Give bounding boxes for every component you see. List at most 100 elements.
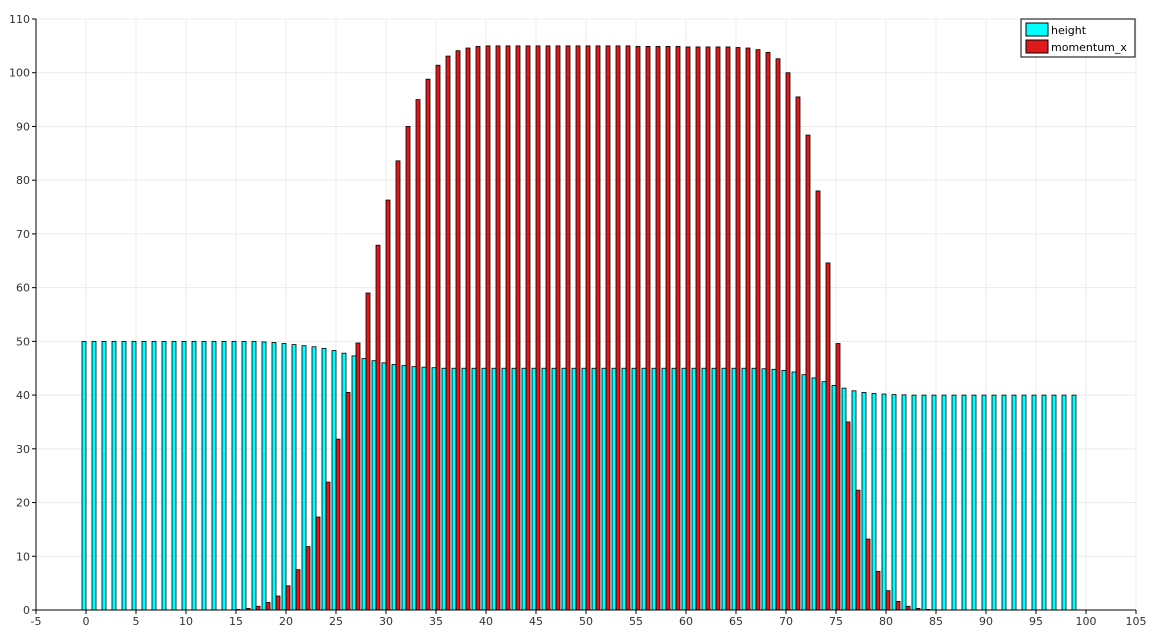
bar-height xyxy=(261,341,267,611)
bar-height xyxy=(621,367,627,611)
y-tick-label: 70 xyxy=(16,228,30,241)
bar-momentum-x xyxy=(275,595,281,611)
x-tick-label: 85 xyxy=(929,615,943,628)
x-tick-label: 60 xyxy=(679,615,693,628)
bar-momentum-x xyxy=(635,46,641,611)
bar-height xyxy=(971,394,977,611)
bar-height xyxy=(481,367,487,611)
bar-height xyxy=(451,367,457,611)
bar-momentum-x xyxy=(845,421,851,611)
bar-height xyxy=(951,394,957,611)
bar-momentum-x xyxy=(525,45,531,611)
x-tick-label: 90 xyxy=(979,615,993,628)
bar-momentum-x xyxy=(855,489,861,611)
bar-height xyxy=(331,350,337,611)
bar-height xyxy=(421,366,427,611)
bar-height xyxy=(341,352,347,611)
bar-momentum-x xyxy=(825,262,831,611)
bar-momentum-x xyxy=(445,55,451,611)
bar-height xyxy=(181,340,187,611)
y-tick-label: 110 xyxy=(9,13,30,26)
bar-height xyxy=(871,393,877,611)
bar-momentum-x xyxy=(455,50,461,611)
bar-height xyxy=(881,393,887,611)
bar-momentum-x xyxy=(615,45,621,611)
bar-height xyxy=(501,367,507,611)
y-tick-label: 20 xyxy=(16,497,30,510)
bar-height xyxy=(411,366,417,611)
bar-height xyxy=(1031,394,1037,611)
bar-momentum-x xyxy=(325,481,331,611)
bar-momentum-x xyxy=(565,45,571,611)
bar-height xyxy=(641,367,647,611)
bar-height xyxy=(981,394,987,611)
bar-momentum-x xyxy=(555,45,561,611)
y-tick-label: 10 xyxy=(16,550,30,563)
x-tick-label: 75 xyxy=(829,615,843,628)
bar-momentum-x xyxy=(755,49,761,611)
y-tick-label: 100 xyxy=(9,67,30,80)
bar-height xyxy=(121,340,127,611)
y-tick-label: 80 xyxy=(16,174,30,187)
bar-height xyxy=(551,367,557,611)
bar-height xyxy=(491,367,497,611)
x-tick-label: 20 xyxy=(279,615,293,628)
bar-height xyxy=(831,385,837,611)
bar-height xyxy=(711,367,717,611)
bar-height xyxy=(171,340,177,611)
x-tick-label: 35 xyxy=(429,615,443,628)
bar-momentum-x xyxy=(485,45,491,611)
bar-height xyxy=(511,367,517,611)
bar-height xyxy=(1041,394,1047,611)
bar-momentum-x xyxy=(655,46,661,611)
bar-momentum-x xyxy=(625,45,631,611)
bar-height xyxy=(361,358,367,611)
bar-height xyxy=(681,367,687,611)
bar-height xyxy=(851,390,857,611)
legend-label-momentum-x: momentum_x xyxy=(1051,41,1127,54)
bar-height xyxy=(431,367,437,611)
bar-height xyxy=(401,365,407,611)
bar-height xyxy=(631,367,637,611)
bar-momentum-x xyxy=(285,585,291,611)
bar-height xyxy=(581,367,587,611)
x-tick-label: 0 xyxy=(83,615,90,628)
bar-momentum-x xyxy=(715,46,721,611)
bar-height xyxy=(731,367,737,611)
axes: -5 0 5 10 15 20 25 30 35 40 45 50 55 60 65 70 75 80 85 90 95… xyxy=(9,13,1147,628)
bar-momentum-x xyxy=(785,72,791,611)
bar-height xyxy=(561,367,567,611)
x-tick-label: 10 xyxy=(179,615,193,628)
bar-height xyxy=(1001,394,1007,611)
bar-momentum-x xyxy=(815,190,821,611)
bar-momentum-x xyxy=(675,46,681,611)
bar-momentum-x xyxy=(885,590,891,611)
bar-height xyxy=(1011,394,1017,611)
bar-height xyxy=(321,347,327,611)
bar-height xyxy=(791,371,797,611)
bar-momentum-x xyxy=(865,538,871,611)
bar-height xyxy=(701,367,707,611)
bar-height xyxy=(131,340,137,611)
bar-momentum-x xyxy=(435,64,441,611)
bar-height xyxy=(751,367,757,611)
bar-momentum-x xyxy=(305,546,311,611)
x-tick-label: 40 xyxy=(479,615,493,628)
bar-momentum-x xyxy=(425,78,431,611)
bar-height xyxy=(161,340,167,611)
bar-height xyxy=(901,394,907,611)
bar-momentum-x xyxy=(335,438,341,611)
bar-height xyxy=(911,394,917,611)
x-tick-label: 65 xyxy=(729,615,743,628)
bar-height xyxy=(741,367,747,611)
bar-momentum-x xyxy=(665,46,671,611)
bar-momentum-x xyxy=(345,391,351,611)
y-tick-label: 0 xyxy=(23,604,30,617)
bar-height xyxy=(781,369,787,611)
bar-momentum-x xyxy=(495,45,501,611)
bar-momentum-x xyxy=(395,160,401,611)
bar-height xyxy=(811,377,817,611)
bar-momentum-x xyxy=(875,570,881,611)
